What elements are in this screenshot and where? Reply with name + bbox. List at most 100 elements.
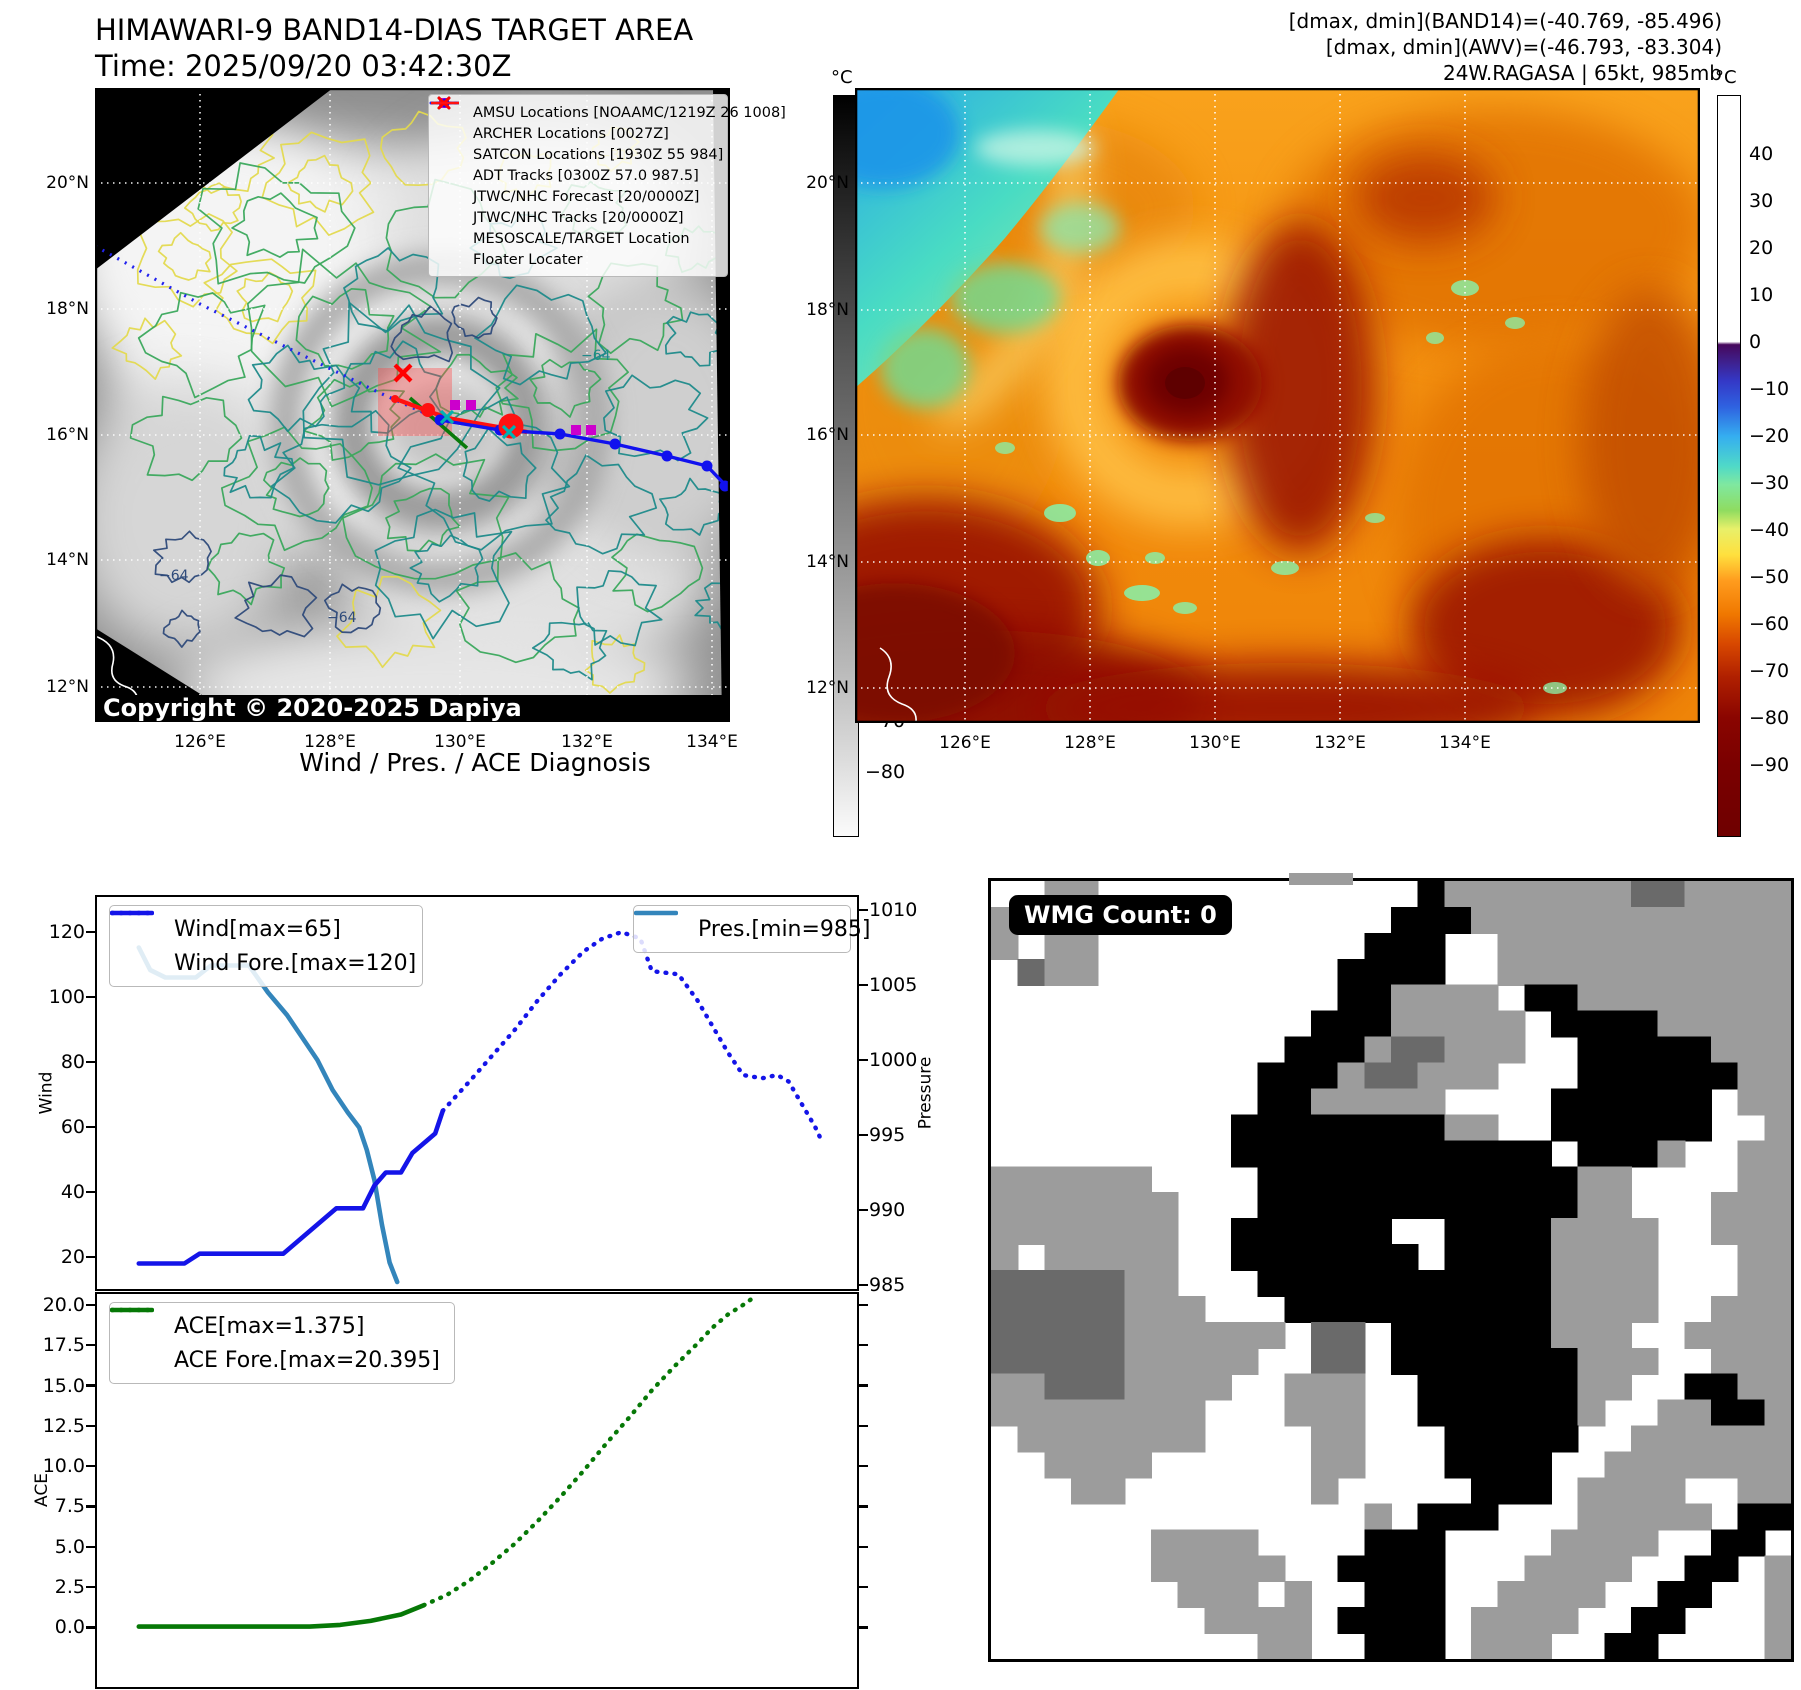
lat-tick-label: 20°N: [46, 173, 89, 193]
legend-label: SATCON Locations [1930Z 55 984]: [473, 146, 724, 163]
axis-tickmark: [859, 1585, 868, 1589]
axis-tickmark: [86, 1424, 95, 1428]
axis-tickmark: [86, 995, 95, 999]
lon-tick-label: 126°E: [174, 732, 226, 752]
legend-row: ARCHER Locations [0027Z]: [437, 98, 719, 144]
axis-tick-label: 120: [48, 921, 85, 944]
axis-tick-label: 60: [60, 1116, 85, 1139]
axis-tickmark: [86, 1303, 95, 1307]
legend-row: ADT Tracks [0300Z 57.0 987.5]: [431, 101, 719, 186]
axis-tickmark: [86, 1060, 95, 1064]
colorbar-tick-label: −30: [1749, 472, 1790, 494]
axis-tickmark: [859, 1464, 868, 1468]
axis-tickmark: [859, 1344, 868, 1347]
chart-legend-label: Wind Fore.[max=120]: [174, 950, 417, 976]
colorbar-tick-label: 30: [1749, 190, 1774, 212]
colorbar-tick-label: 40: [1749, 143, 1774, 165]
axis-tickmark: [859, 983, 868, 987]
legend-label: ADT Tracks [0300Z 57.0 987.5]: [473, 167, 699, 184]
colorbar-tick-label: 0: [1749, 331, 1762, 353]
legend-row: JTWC/NHC Tracks [20/0000Z]: [431, 98, 719, 228]
ace-plot-area: [136, 1296, 755, 1629]
axis-tick-label: 5.0: [54, 1535, 85, 1558]
contour-value-label: −64: [159, 568, 189, 584]
lon-tick-label: 130°E: [1189, 733, 1241, 753]
lat-tick-label: 20°N: [806, 173, 849, 193]
lon-tick-label: 134°E: [686, 732, 738, 752]
axis-tickmark: [859, 1283, 868, 1287]
ace-legend: ACE[max=1.375] ACE Fore.[max=20.395]: [109, 1302, 455, 1384]
axis-tick-label: 15.0: [42, 1374, 85, 1397]
colorbar-tick-label: −60: [1749, 613, 1790, 635]
colorbar-tick-label: −40: [1749, 519, 1790, 541]
axis-tickmark: [86, 1255, 95, 1259]
lat-tick-label: 12°N: [46, 677, 89, 697]
colorbar-unit: °C: [1715, 67, 1737, 88]
storm-label: 24W.RAGASA | 65kt, 985mb: [1442, 61, 1722, 85]
axis-tickmark: [859, 1133, 868, 1137]
axis-tickmark: [859, 1505, 868, 1508]
chart-legend-row: ACE Fore.[max=20.395]: [110, 1307, 442, 1377]
lat-tick-label: 16°N: [46, 425, 89, 445]
axis-tick-label: 100: [48, 986, 85, 1009]
page-title: HIMAWARI-9 BAND14-DIAS TARGET AREA: [95, 13, 694, 47]
axis-tick-label: 1005: [869, 974, 918, 997]
timestamp: Time: 2025/09/20 03:42:30Z: [95, 49, 512, 83]
axis-tick-label: 1010: [869, 899, 918, 922]
lat-tick-label: 18°N: [46, 299, 89, 319]
chart-title: Wind / Pres. / ACE Diagnosis: [299, 748, 651, 777]
wmg-border-notch: [1289, 873, 1353, 885]
axis-tick-label: 995: [869, 1123, 906, 1146]
colorbar-tick-label: −50: [1749, 566, 1790, 588]
lat-tick-label: 16°N: [806, 425, 849, 445]
dmax-band14: [dmax, dmin](BAND14)=(-40.769, -85.496): [1288, 9, 1722, 33]
axis-tickmark: [859, 1058, 868, 1062]
axis-tickmark: [86, 1505, 95, 1508]
colorbar-tick-label: 10: [1749, 284, 1774, 306]
axis-tickmark: [86, 1125, 95, 1129]
legend-label: JTWC/NHC Tracks [20/0000Z]: [473, 209, 684, 226]
chart-legend-row: ACE[max=1.375]: [110, 1307, 442, 1343]
axis-tickmark: [86, 1464, 95, 1468]
axis-tick-label: 0.0: [54, 1616, 85, 1639]
colorbar-tick-label: −20: [1749, 425, 1790, 447]
lat-tick-label: 14°N: [806, 552, 849, 572]
axis-tick-label: 80: [60, 1051, 85, 1074]
legend-label: MESOSCALE/TARGET Location: [473, 230, 690, 247]
colorbar-gradient: [1717, 95, 1741, 837]
axis-tick-label: 20: [60, 1245, 85, 1268]
axis-tickmark: [859, 1303, 868, 1307]
chart-legend-row: Wind[max=65]: [110, 910, 410, 946]
chart-legend-label: Wind[max=65]: [174, 916, 341, 942]
axis-tickmark: [86, 930, 95, 934]
lon-tick-label: 128°E: [1064, 733, 1116, 753]
ace-chart: ACE ACE[max=1.375] ACE Fore.[max=20.395] …: [32, 1292, 868, 1689]
axis-tickmark: [859, 908, 868, 912]
dmax-awv: [dmax, dmin](AWV)=(-46.793, -83.304): [1325, 35, 1722, 59]
colorbar-tick-label: −90: [1749, 754, 1790, 776]
legend-row: AMSU Locations [NOAAMC/1219Z 26 1008]: [437, 98, 786, 123]
lon-tick-label: 126°E: [939, 733, 991, 753]
axis-tick-label: 17.5: [42, 1334, 85, 1357]
legend-row: MESOSCALE/TARGET Location: [437, 96, 719, 249]
axis-tickmark: [86, 1344, 95, 1347]
contour-value-label: −64: [581, 348, 611, 364]
colorbar-tick-label: −80: [1749, 707, 1790, 729]
legend-label: Floater Locater: [473, 251, 583, 268]
lon-tick-label: 134°E: [1439, 733, 1491, 753]
lat-tick-label: 18°N: [806, 300, 849, 320]
wind-pressure-chart: Wind Pressure Wind[max=65] Wind Fore.[max…: [36, 895, 936, 1294]
wmg-mask-image: [991, 881, 1791, 1659]
chart-legend-label: ACE[max=1.375]: [174, 1313, 365, 1339]
axis-tick-label: 1000: [869, 1049, 918, 1071]
axis-tickmark: [86, 1626, 95, 1629]
lon-tick-label: 132°E: [561, 732, 613, 752]
colorbar-tick-label: 20: [1749, 237, 1774, 259]
axis-tick-label: 20.0: [42, 1293, 85, 1316]
legend-row: JTWC/NHC Forecast [20/0000Z]: [429, 101, 719, 207]
axis-tick-label: 2.5: [54, 1576, 85, 1599]
wmg-mask-panel: WMG Count: 0: [988, 873, 1794, 1662]
band14-map-panel: −64−64−31−64 AMSU Locations [NOAAMC/1219…: [46, 88, 786, 752]
color-ir-satellite-image: [855, 88, 1700, 723]
